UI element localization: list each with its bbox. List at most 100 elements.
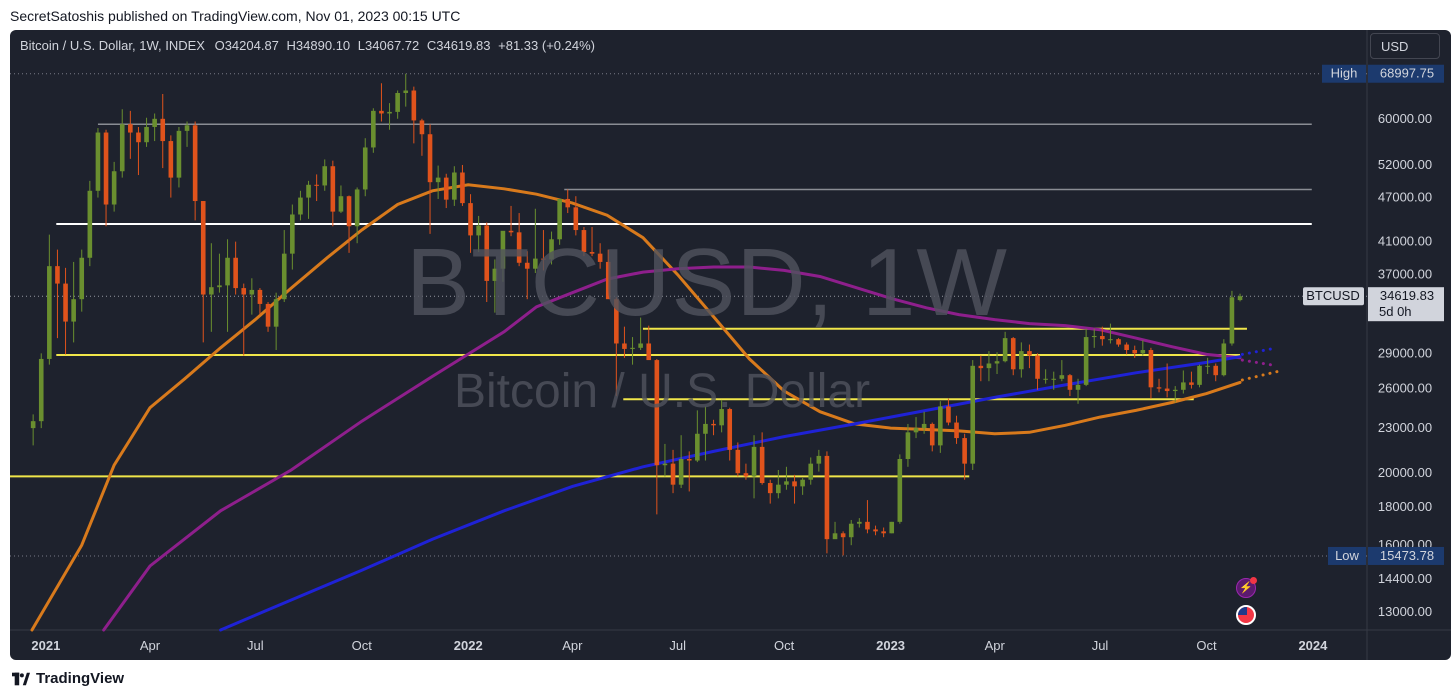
candle-body: [1197, 365, 1202, 385]
candle-body: [128, 124, 133, 133]
candle-body: [1027, 351, 1032, 356]
candle-body: [354, 189, 360, 227]
time-tick-label: Oct: [1196, 638, 1217, 653]
candle-body: [281, 253, 287, 300]
candle-body: [273, 299, 279, 327]
candle-body: [565, 198, 571, 208]
low-label: Low: [1335, 548, 1359, 563]
candle-body: [1002, 338, 1008, 362]
chart-frame[interactable]: 60000.00 52000.00 47000.00 41000.00 37000.00…: [10, 30, 1451, 660]
candle-body: [160, 118, 166, 142]
candle-body: [257, 289, 263, 304]
candle-body: [905, 432, 911, 459]
price-tick-label: 14400.00: [1378, 571, 1432, 586]
high-value-bg: [1368, 64, 1444, 83]
candle-body: [1164, 388, 1170, 392]
candle-body: [168, 141, 174, 178]
candle-body: [71, 299, 76, 322]
candle-body: [55, 266, 60, 284]
candle-body: [47, 266, 52, 359]
candle-body: [719, 409, 724, 426]
candle-body: [784, 481, 789, 485]
candle-body: [751, 446, 757, 477]
candle-body: [954, 422, 959, 439]
candle-body: [249, 289, 255, 295]
candle-body: [1019, 351, 1024, 370]
candle-body: [176, 130, 182, 178]
candle-body: [524, 262, 530, 269]
candle-body: [848, 523, 854, 538]
candle-body: [986, 363, 992, 369]
candle-body: [589, 252, 595, 254]
candle-body: [1116, 339, 1121, 345]
candle-body: [646, 343, 652, 361]
candle-body: [913, 428, 919, 433]
candle-body: [1043, 378, 1048, 380]
candle-body: [776, 484, 781, 494]
time-tick-label: Oct: [774, 638, 795, 653]
lightning-icon[interactable]: ⚡: [1236, 577, 1257, 598]
candle-body: [184, 125, 190, 131]
candle-body: [484, 225, 490, 281]
high-value: 68997.75: [1380, 66, 1434, 81]
candle-body: [338, 196, 344, 212]
candle-body: [314, 184, 319, 186]
candle-body: [1213, 365, 1219, 376]
candle-body: [614, 299, 619, 344]
candle-body: [1181, 382, 1186, 390]
price-tick-label: 41000.00: [1378, 234, 1432, 249]
currency-button[interactable]: USD: [1370, 33, 1440, 59]
candle-body: [419, 120, 425, 135]
candlestick-chart[interactable]: 60000.00 52000.00 47000.00 41000.00 37000.00…: [10, 30, 1451, 660]
time-tick-label: Oct: [352, 638, 373, 653]
candle-body: [452, 172, 457, 200]
candle-body: [622, 343, 627, 349]
candle-body: [767, 483, 773, 494]
candle-body: [144, 126, 149, 143]
candle-body: [1108, 339, 1113, 341]
low-value-bg: [1368, 546, 1444, 565]
symbol-label-bg: [1303, 287, 1364, 306]
high-label-bg: [1322, 64, 1366, 83]
candle-body: [346, 196, 352, 227]
moving-average-ma_purple-solid: [102, 265, 1242, 632]
candle-body: [557, 198, 562, 240]
candle-body: [727, 409, 733, 450]
moving-average-ma_blue-dotted: [1240, 346, 1279, 356]
candle-body: [379, 110, 384, 114]
candle-body: [152, 118, 157, 127]
candle-body: [946, 406, 951, 423]
notification-dot: [1250, 577, 1257, 584]
candle-body: [508, 230, 514, 233]
candle-body: [889, 521, 895, 534]
ohlc-legend: Bitcoin / U.S. Dollar, 1W, INDEX O34204.…: [20, 38, 595, 53]
candle-body: [1067, 375, 1073, 390]
candle-body: [200, 201, 206, 295]
candle-body: [921, 423, 927, 429]
candle-body: [962, 438, 967, 464]
candle-body: [1075, 384, 1081, 390]
candle-body: [387, 111, 392, 114]
low-label-bg: [1328, 546, 1366, 565]
legend-close: C34619.83: [426, 38, 491, 53]
candle-body: [460, 172, 465, 204]
candle-body: [816, 455, 822, 464]
tradingview-logo[interactable]: TradingView: [12, 670, 124, 687]
candle-body: [1059, 375, 1065, 379]
us-flag-icon[interactable]: [1236, 605, 1256, 625]
symbol-label: BTCUSD: [1306, 288, 1359, 303]
time-tick-label: Apr: [985, 638, 1006, 653]
price-tick-label: 60000.00: [1378, 111, 1432, 126]
candle-body: [1091, 336, 1097, 338]
tradingview-brand: TradingView: [36, 670, 125, 687]
candle-body: [654, 360, 660, 466]
candle-body: [695, 433, 700, 461]
candle-body: [857, 521, 862, 524]
price-tick-label: 23000.00: [1378, 420, 1432, 435]
legend-change: +81.33 (+0.24%): [498, 38, 595, 53]
last-price-bg: [1368, 287, 1444, 322]
candle-body: [759, 446, 765, 484]
candle-body: [395, 92, 400, 112]
price-tick-label: 29000.00: [1378, 345, 1432, 360]
time-tick-label: Jul: [1092, 638, 1109, 653]
